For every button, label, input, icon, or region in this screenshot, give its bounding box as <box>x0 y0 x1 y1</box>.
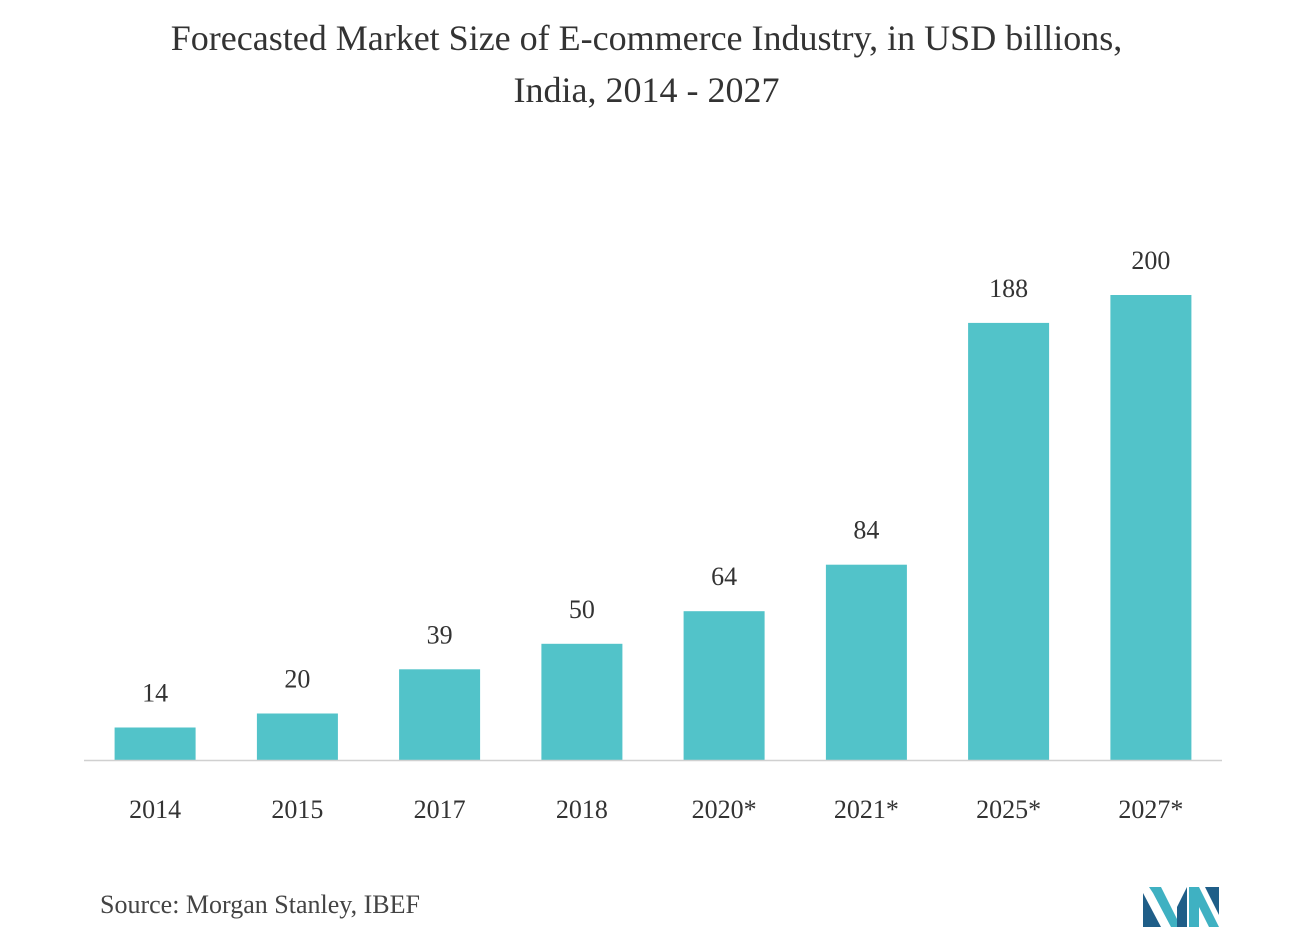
x-tick-label-2025-forecast: 2025* <box>976 795 1041 824</box>
bar-2020-forecast <box>683 611 765 760</box>
bar-series <box>114 295 1192 761</box>
data-label-2027-forecast: 200 <box>1131 246 1170 275</box>
data-label-2018: 50 <box>569 595 595 624</box>
data-label-2025-forecast: 188 <box>989 274 1028 303</box>
source-note: Source: Morgan Stanley, IBEF <box>100 890 420 919</box>
bar-2021-forecast <box>825 564 907 760</box>
x-tick-label-2017: 2017 <box>414 795 466 824</box>
data-label-2015: 20 <box>284 665 310 694</box>
x-tick-label-2015: 2015 <box>271 795 323 824</box>
bar-2014 <box>114 727 196 761</box>
bar-2017 <box>399 669 481 760</box>
bar-2018 <box>541 643 623 761</box>
bar-2027-forecast <box>1110 295 1192 760</box>
logo-shape-mid-right <box>1177 887 1187 927</box>
data-label-2014: 14 <box>142 679 168 708</box>
bar-2015 <box>256 713 338 760</box>
x-tick-labels: 2014 2015 2017 2018 2020* 2021* 2025* 2027* <box>129 795 1183 824</box>
chart-title-line-1: Forecasted Market Size of E-commerce Ind… <box>170 18 1123 58</box>
x-tick-label-2014: 2014 <box>129 795 181 824</box>
data-label-2020-forecast: 64 <box>711 562 737 591</box>
x-tick-label-2020-forecast: 2020* <box>692 795 757 824</box>
logo-shape-right <box>1189 887 1219 927</box>
data-label-2017: 39 <box>427 620 453 649</box>
logo-shape-mid-left <box>1149 887 1177 927</box>
bar-2025-forecast <box>968 322 1050 760</box>
data-labels: 14 20 39 50 64 84 188 200 <box>142 246 1170 708</box>
x-tick-label-2021-forecast: 2021* <box>834 795 899 824</box>
logo-shape-left <box>1143 893 1161 927</box>
chart-title-line-2: India, 2014 - 2027 <box>513 70 780 110</box>
mordor-intelligence-logo-icon <box>1143 887 1219 927</box>
data-label-2021-forecast: 84 <box>853 516 879 545</box>
logo-shape-corner <box>1205 887 1219 915</box>
x-tick-label-2027-forecast: 2027* <box>1118 795 1183 824</box>
x-tick-label-2018: 2018 <box>556 795 608 824</box>
chart-title: Forecasted Market Size of E-commerce Ind… <box>0 12 1293 116</box>
